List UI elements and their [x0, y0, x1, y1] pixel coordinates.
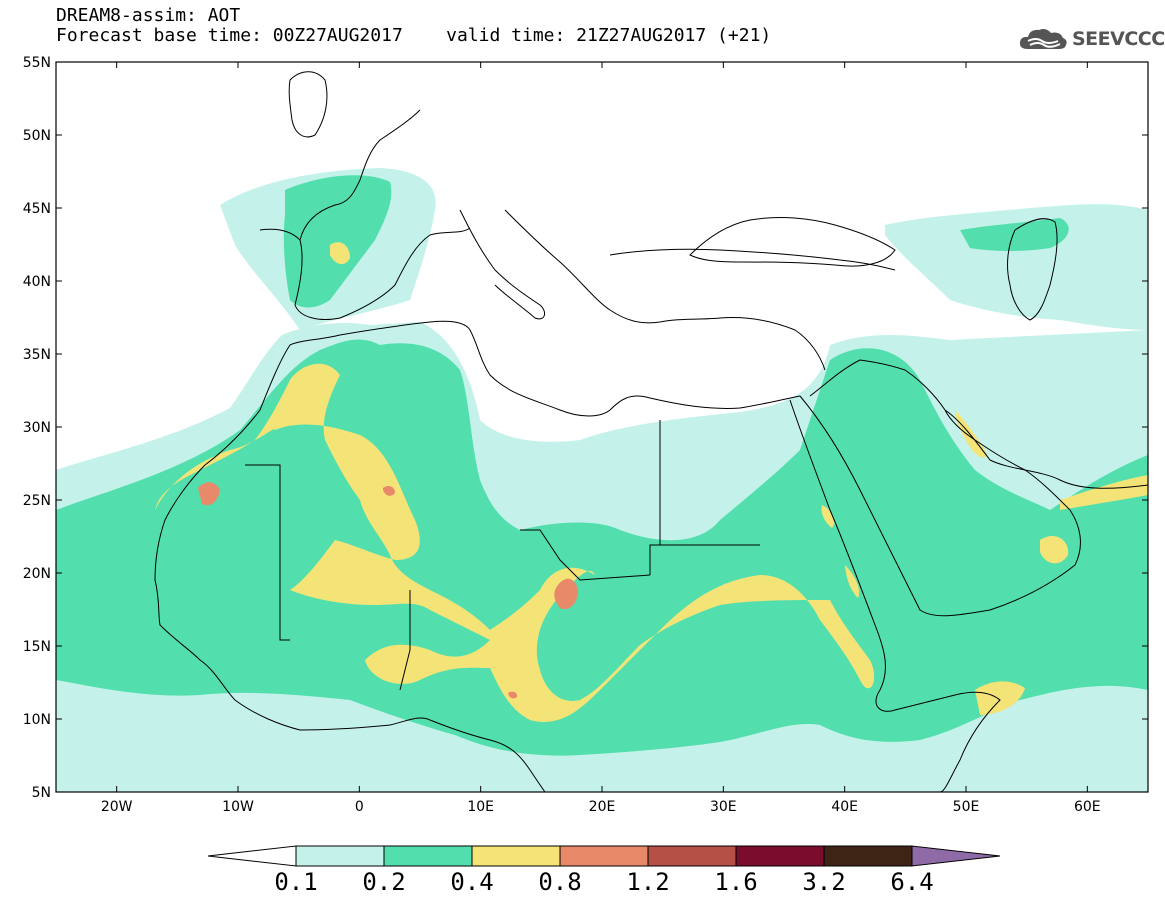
colorbar-level-label: 6.4 [890, 868, 933, 896]
lon-tick-label: 20W [101, 799, 133, 815]
logo-text: SEEVCCC [1072, 28, 1165, 50]
colorbar-segment [471, 845, 561, 867]
forecast-times: Forecast base time: 00Z27AUG2017 valid t… [56, 25, 772, 46]
aot-field [56, 62, 1148, 792]
cloud-icon [1019, 29, 1067, 49]
lat-tick-label: 30N [23, 420, 51, 436]
lon-tick-label: 30E [710, 799, 737, 815]
longitude-axis: 20W 10W 0 10E 20E 30E 40E 50E 60E [101, 62, 1101, 815]
lon-tick-label: 20E [589, 799, 616, 815]
lon-tick-label: 0 [355, 799, 364, 815]
lon-tick-label: 50E [953, 799, 980, 815]
lat-tick-label: 55N [23, 55, 51, 71]
lat-tick-label: 10N [23, 712, 51, 728]
lat-tick-label: 40N [23, 274, 51, 290]
lon-tick-label: 60E [1074, 799, 1101, 815]
colorbar-level-label: 3.2 [802, 868, 845, 896]
colorbar-level-label: 1.6 [714, 868, 757, 896]
lat-tick-label: 5N [32, 785, 51, 801]
colorbar: 0.1 0.2 0.4 0.8 1.2 1.6 3.2 6.4 [207, 845, 1001, 896]
colorbar-segment [383, 845, 473, 867]
map-title: DREAM8-assim: AOT [56, 5, 241, 26]
aot-contour-0.4 [155, 242, 1148, 722]
lat-tick-label: 50N [23, 128, 51, 144]
colorbar-segment [735, 845, 825, 867]
colorbar-over-arrow [911, 845, 1001, 867]
colorbar-segment [647, 845, 737, 867]
colorbar-under-arrow [207, 845, 297, 867]
lon-tick-label: 40E [831, 799, 858, 815]
lon-tick-label: 10E [467, 799, 494, 815]
lat-tick-label: 20N [23, 566, 51, 582]
colorbar-level-label: 1.2 [626, 868, 669, 896]
colorbar-segment [559, 845, 649, 867]
lat-tick-label: 45N [23, 201, 51, 217]
latitude-axis: 55N 50N 45N 40N 35N 30N 25N 20N 15N 10N 5N [23, 55, 1148, 801]
colorbar-segment [823, 845, 913, 867]
colorbar-level-label: 0.8 [538, 868, 581, 896]
colorbar-level-label: 0.1 [274, 868, 317, 896]
colorbar-level-label: 0.2 [362, 868, 405, 896]
colorbar-segment [295, 845, 385, 867]
aot-contour-0.8 [198, 482, 578, 699]
coastlines [154, 71, 1148, 792]
lat-tick-label: 35N [23, 347, 51, 363]
lat-tick-label: 25N [23, 493, 51, 509]
lon-tick-label: 10W [222, 799, 254, 815]
seevccc-logo: SEEVCCC [1018, 24, 1165, 54]
lat-tick-label: 15N [23, 639, 51, 655]
colorbar-level-label: 0.4 [450, 868, 493, 896]
